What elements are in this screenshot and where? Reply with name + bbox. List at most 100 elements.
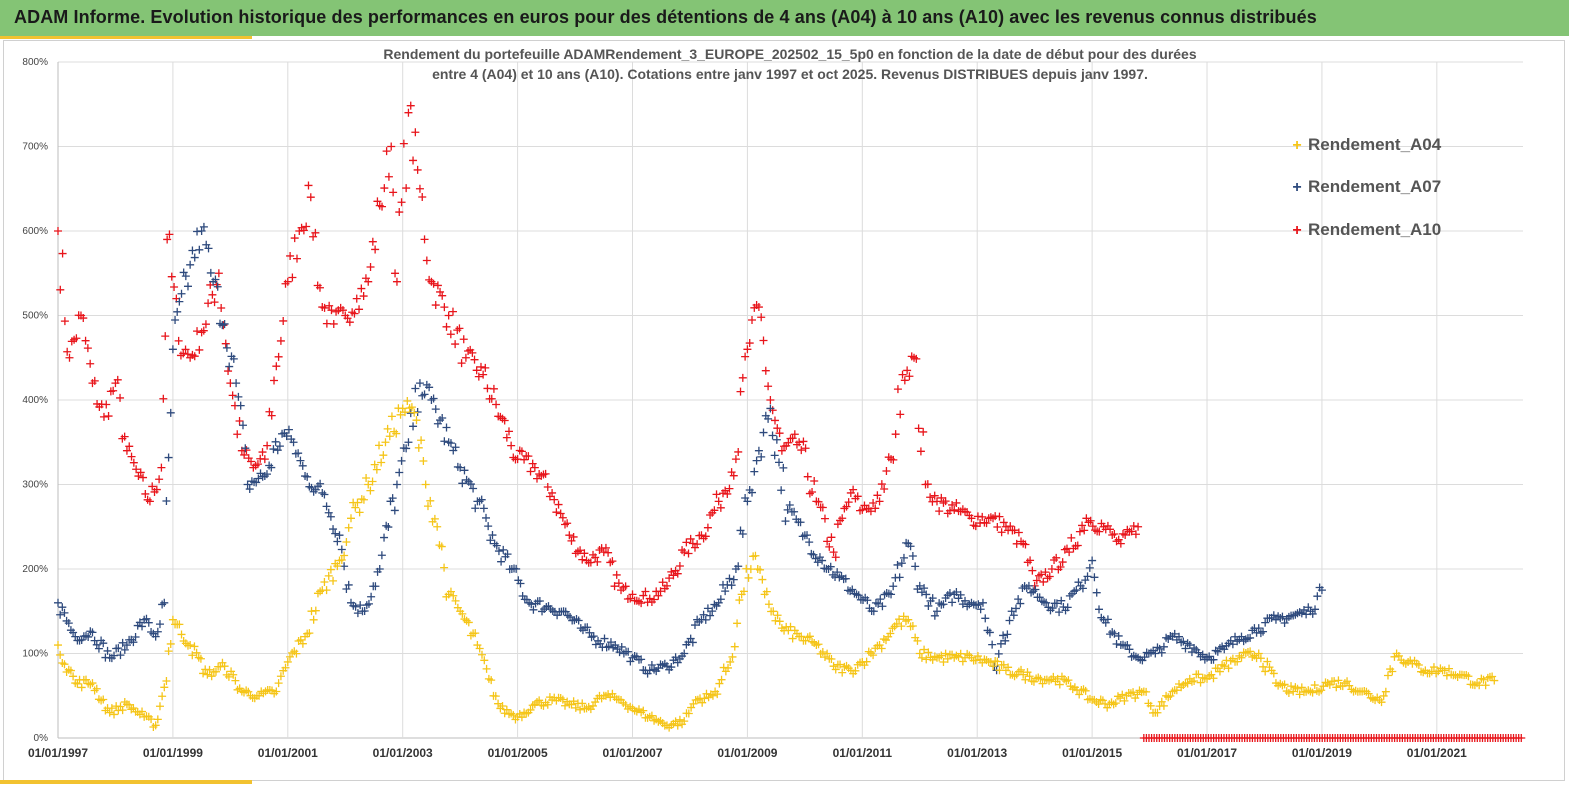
point-a10 xyxy=(853,492,862,501)
point-a07 xyxy=(1140,653,1149,662)
point-a04 xyxy=(751,551,760,560)
point-a04 xyxy=(576,705,585,714)
point-a10 xyxy=(83,344,92,353)
point-a10 xyxy=(170,282,179,291)
point-a07 xyxy=(204,244,213,253)
point-a07 xyxy=(395,468,404,477)
y-tick-label: 800% xyxy=(22,57,48,68)
point-a10 xyxy=(448,307,457,316)
point-a04 xyxy=(739,587,748,596)
point-a04 xyxy=(908,622,917,631)
point-a04 xyxy=(897,622,906,631)
point-a07 xyxy=(344,580,353,589)
point-a04 xyxy=(1246,647,1255,656)
point-a07 xyxy=(397,456,406,465)
point-a04 xyxy=(1103,703,1112,712)
point-a07 xyxy=(647,660,656,669)
y-tick-label: 100% xyxy=(22,649,48,660)
point-a04 xyxy=(73,679,82,688)
point-a10 xyxy=(528,459,537,468)
point-a10 xyxy=(1012,539,1021,548)
point-a07 xyxy=(606,638,615,647)
point-a04 xyxy=(342,537,351,546)
point-a07 xyxy=(527,600,536,609)
point-a04 xyxy=(1075,690,1084,699)
point-a10 xyxy=(563,519,572,528)
point-a04 xyxy=(698,698,707,707)
point-a04 xyxy=(678,720,687,729)
point-a04 xyxy=(726,657,735,666)
point-a07 xyxy=(294,449,303,458)
point-a10 xyxy=(129,458,138,467)
point-a10 xyxy=(923,480,932,489)
point-a04 xyxy=(86,680,95,689)
point-a07 xyxy=(815,553,824,562)
point-a04 xyxy=(1224,664,1233,673)
point-a04 xyxy=(324,571,333,580)
point-a04 xyxy=(379,451,388,460)
point-a10 xyxy=(545,492,554,501)
legend-label-a07: Rendement_A07 xyxy=(1308,177,1442,196)
point-a10 xyxy=(345,318,354,327)
point-a10 xyxy=(279,316,288,325)
point-a04 xyxy=(368,477,377,486)
point-a10 xyxy=(382,147,391,156)
point-a07 xyxy=(64,619,73,628)
point-a10 xyxy=(371,245,380,254)
point-a10 xyxy=(228,391,237,400)
point-a07 xyxy=(703,604,712,613)
point-a10 xyxy=(993,522,1002,531)
point-a07 xyxy=(155,620,164,629)
point-a07 xyxy=(440,437,449,446)
point-a10 xyxy=(504,427,513,436)
point-a07 xyxy=(1311,605,1320,614)
point-a07 xyxy=(948,598,957,607)
point-a04 xyxy=(82,675,91,684)
point-a07 xyxy=(114,644,123,653)
point-a10 xyxy=(208,290,217,299)
point-a10 xyxy=(554,500,563,509)
point-a04 xyxy=(417,436,426,445)
point-a07 xyxy=(893,560,902,569)
point-a04 xyxy=(252,691,261,700)
point-a07 xyxy=(404,438,413,447)
point-a04 xyxy=(491,692,500,701)
point-a10 xyxy=(710,506,719,515)
point-a04 xyxy=(1215,667,1224,676)
point-a04 xyxy=(205,665,214,674)
point-a07 xyxy=(939,600,948,609)
point-a04 xyxy=(1004,663,1013,672)
point-a07 xyxy=(86,627,95,636)
point-a04 xyxy=(1235,651,1244,660)
point-a04 xyxy=(543,700,552,709)
point-a07 xyxy=(451,443,460,452)
point-a04 xyxy=(1068,685,1077,694)
point-a07 xyxy=(924,601,933,610)
point-a10 xyxy=(952,498,961,507)
point-a10 xyxy=(276,336,285,345)
point-a07 xyxy=(411,384,420,393)
point-a10 xyxy=(199,326,208,335)
point-a07 xyxy=(177,289,186,298)
point-a04 xyxy=(487,676,496,685)
point-a07 xyxy=(388,494,397,503)
point-a07 xyxy=(488,531,497,540)
point-a07 xyxy=(367,592,376,601)
chart-title-line-1: Rendement du portefeuille ADAMRendement_… xyxy=(383,46,1197,62)
point-a10 xyxy=(907,352,916,361)
point-a10 xyxy=(660,584,669,593)
point-a04 xyxy=(442,592,451,601)
point-a10 xyxy=(201,320,210,329)
point-a04 xyxy=(453,603,462,612)
point-a10 xyxy=(272,362,281,371)
point-a07 xyxy=(729,575,738,584)
point-a07 xyxy=(84,632,93,641)
point-a04 xyxy=(392,429,401,438)
point-a07 xyxy=(913,585,922,594)
point-a07 xyxy=(1090,573,1099,582)
point-a07 xyxy=(326,512,335,521)
point-a10 xyxy=(558,513,567,522)
point-a07 xyxy=(1269,611,1278,620)
point-a07 xyxy=(1287,611,1296,620)
x-axis-ticks: 01/01/1997 01/01/1999 01/01/2001 01/01/2003… xyxy=(28,746,1467,760)
